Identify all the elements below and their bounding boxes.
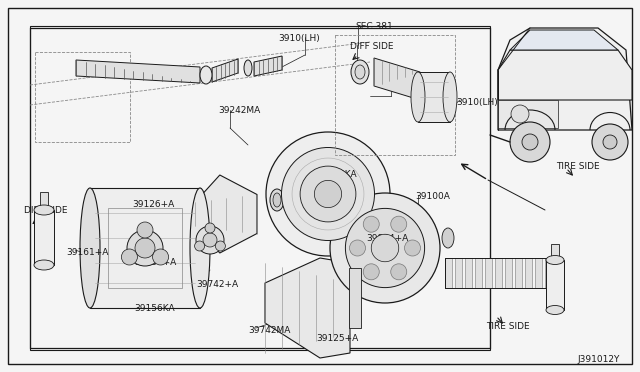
Text: SEC.381: SEC.381 — [388, 78, 426, 87]
Circle shape — [314, 180, 342, 208]
Ellipse shape — [200, 66, 212, 84]
Bar — [485, 258, 492, 288]
Bar — [40, 192, 48, 212]
Circle shape — [391, 216, 407, 232]
Text: DIFF SIDE: DIFF SIDE — [24, 206, 67, 215]
Circle shape — [122, 249, 138, 265]
Bar — [418, 72, 450, 122]
Polygon shape — [76, 60, 200, 83]
Circle shape — [404, 240, 420, 256]
Circle shape — [364, 264, 380, 280]
Ellipse shape — [34, 260, 54, 270]
Text: DIFF SIDE: DIFF SIDE — [350, 42, 394, 51]
Text: TIRE SIDE: TIRE SIDE — [556, 162, 600, 171]
Text: 39155KA: 39155KA — [316, 170, 356, 179]
Polygon shape — [195, 175, 257, 253]
Polygon shape — [254, 56, 282, 76]
Bar — [108, 208, 182, 288]
Bar — [349, 268, 361, 328]
Ellipse shape — [546, 256, 564, 264]
Text: TIRE SIDE: TIRE SIDE — [486, 322, 530, 331]
Circle shape — [346, 208, 424, 288]
Circle shape — [603, 135, 617, 149]
Polygon shape — [265, 258, 350, 358]
Ellipse shape — [351, 60, 369, 84]
Polygon shape — [212, 59, 238, 82]
Bar — [445, 258, 452, 288]
Circle shape — [266, 132, 390, 256]
Ellipse shape — [244, 60, 252, 76]
Ellipse shape — [80, 188, 100, 308]
Circle shape — [282, 148, 374, 241]
Circle shape — [216, 241, 225, 251]
Bar — [495, 258, 502, 288]
Bar — [545, 258, 552, 288]
Polygon shape — [498, 50, 632, 100]
Circle shape — [522, 134, 538, 150]
Polygon shape — [510, 30, 618, 50]
Bar — [335, 35, 455, 155]
Circle shape — [371, 234, 399, 262]
Text: J391012Y: J391012Y — [578, 355, 620, 364]
Bar — [525, 258, 532, 288]
Text: 39126+A: 39126+A — [132, 200, 174, 209]
Bar — [535, 258, 542, 288]
Circle shape — [152, 249, 168, 265]
Circle shape — [127, 230, 163, 266]
Circle shape — [135, 238, 155, 258]
Circle shape — [349, 240, 365, 256]
Circle shape — [511, 105, 529, 123]
Bar — [90, 188, 200, 308]
Bar — [34, 210, 54, 265]
Polygon shape — [374, 58, 420, 100]
Text: 39242MA: 39242MA — [218, 106, 260, 115]
Text: 39125+A: 39125+A — [316, 334, 358, 343]
Ellipse shape — [34, 205, 54, 215]
Circle shape — [137, 222, 153, 238]
Bar — [465, 258, 472, 288]
Text: 39742+A: 39742+A — [196, 280, 238, 289]
Text: 3910(LH): 3910(LH) — [278, 34, 320, 43]
Bar — [555, 258, 562, 288]
Ellipse shape — [411, 72, 425, 122]
Bar — [546, 260, 564, 310]
Ellipse shape — [190, 188, 210, 308]
Circle shape — [592, 124, 628, 160]
Circle shape — [364, 216, 380, 232]
Circle shape — [196, 226, 224, 254]
Text: 3910(LH): 3910(LH) — [456, 98, 498, 107]
Text: 39742MA: 39742MA — [248, 326, 291, 335]
Circle shape — [203, 233, 217, 247]
Ellipse shape — [270, 189, 284, 211]
Bar — [515, 258, 522, 288]
Ellipse shape — [442, 228, 454, 248]
Circle shape — [391, 264, 407, 280]
Text: 39100A: 39100A — [415, 192, 450, 201]
Bar — [475, 258, 482, 288]
Circle shape — [510, 122, 550, 162]
Bar — [455, 258, 462, 288]
Polygon shape — [498, 28, 632, 130]
Text: SEC.381: SEC.381 — [355, 22, 393, 31]
Bar — [551, 244, 559, 262]
Text: 39161+A: 39161+A — [66, 248, 108, 257]
Text: 39242+A: 39242+A — [304, 192, 346, 201]
Ellipse shape — [273, 193, 281, 207]
Ellipse shape — [355, 65, 365, 79]
Bar — [505, 258, 512, 288]
Text: 39156KA: 39156KA — [134, 304, 175, 313]
Bar — [35, 52, 130, 142]
Ellipse shape — [546, 305, 564, 314]
Circle shape — [195, 241, 205, 251]
Text: 39734+A: 39734+A — [134, 258, 176, 267]
Bar — [498, 100, 558, 128]
Circle shape — [330, 193, 440, 303]
Text: 39834+A: 39834+A — [366, 234, 408, 243]
Circle shape — [205, 223, 215, 233]
Ellipse shape — [443, 72, 457, 122]
Circle shape — [300, 166, 356, 222]
